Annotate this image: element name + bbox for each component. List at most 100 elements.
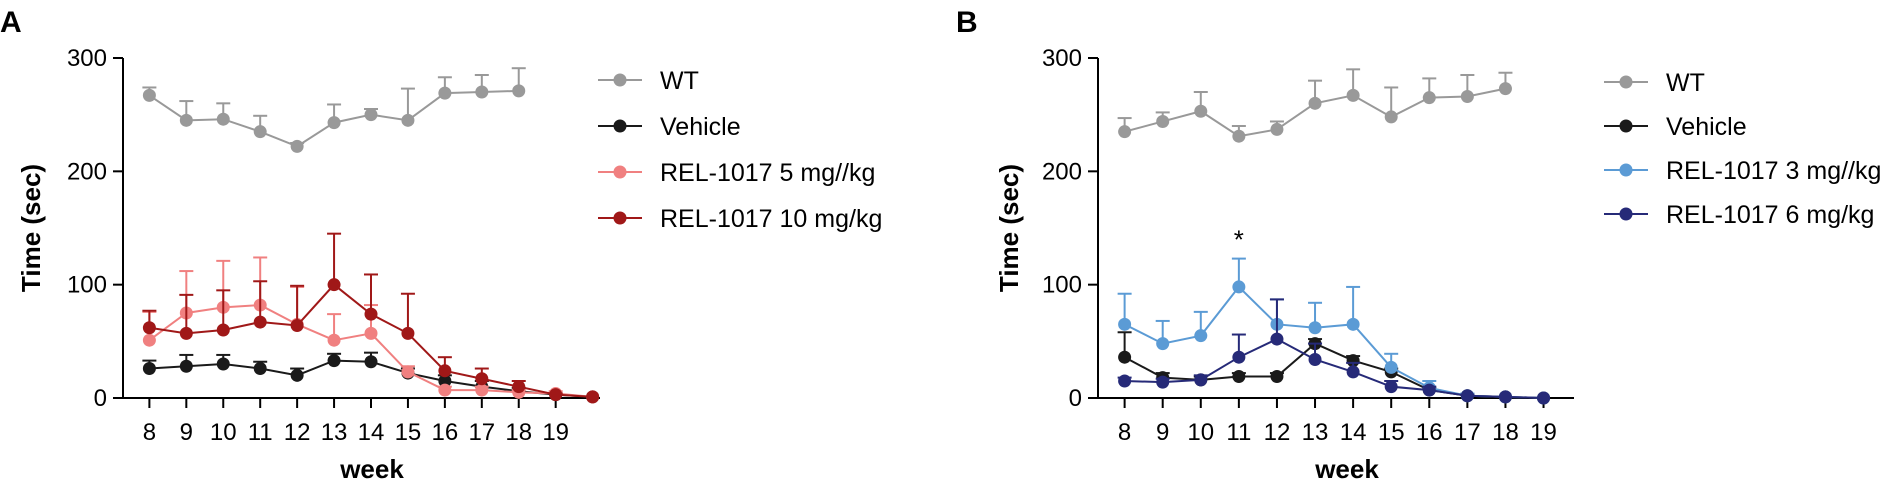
series-line — [1124, 342, 1544, 399]
data-point — [142, 321, 156, 335]
legend-marker — [613, 73, 627, 87]
series-line — [1124, 337, 1544, 399]
x-tick-label: 14 — [358, 419, 385, 446]
data-point — [290, 368, 304, 382]
data-point — [438, 364, 452, 378]
data-point — [1460, 90, 1474, 104]
legend-marker — [613, 119, 627, 133]
x-tick-label: 18 — [1492, 419, 1519, 446]
data-point — [1118, 317, 1132, 331]
x-tick-label: 11 — [248, 419, 273, 446]
panel-label-b: B — [956, 6, 978, 39]
data-point — [401, 113, 415, 127]
data-point — [475, 383, 489, 397]
data-point — [216, 357, 230, 371]
legend-marker — [1619, 207, 1633, 221]
y-tick-label: 100 — [1042, 272, 1082, 299]
data-point — [1270, 332, 1284, 346]
data-point — [364, 307, 378, 321]
x-tick-label: 18 — [505, 419, 532, 446]
legend-label: WT — [660, 67, 699, 95]
data-point — [438, 383, 452, 397]
series-2 — [1117, 257, 1551, 405]
x-tick-label: 17 — [468, 419, 495, 446]
data-point — [179, 359, 193, 373]
x-tick-label: 11 — [1226, 419, 1251, 446]
y-tick-label: 200 — [67, 158, 107, 185]
y-tick-label: 200 — [1042, 158, 1082, 185]
data-point — [1460, 389, 1474, 403]
chart-panel-a: 0 100 200 300 8 9 10 11 12 13 14 15 16 17 18 19 week Time… — [16, 45, 882, 484]
data-point — [1384, 110, 1398, 124]
data-point — [142, 88, 156, 102]
x-tick-label: 9 — [1156, 419, 1169, 446]
data-point — [1156, 375, 1170, 389]
x-axis-title: week — [339, 454, 404, 484]
x-tick-label: 17 — [1454, 419, 1481, 446]
data-point — [1232, 369, 1246, 383]
x-tick-label: 9 — [180, 419, 193, 446]
data-point — [290, 318, 304, 332]
data-point — [475, 372, 489, 386]
legend-marker — [1619, 119, 1633, 133]
data-point — [1118, 374, 1132, 388]
series-1 — [1117, 331, 1551, 405]
data-point — [142, 362, 156, 376]
data-point — [1232, 280, 1246, 294]
legend-marker — [613, 165, 627, 179]
y-tick-label: 300 — [67, 45, 107, 72]
chart-panel-b: 0 100 200 300 8 9 10 11 12 13 14 15 16 17 18 19 week Time… — [994, 45, 1881, 484]
x-tick-label: 13 — [1302, 419, 1329, 446]
data-point — [1194, 373, 1208, 387]
x-tick-label: 12 — [284, 419, 311, 446]
data-point — [1308, 321, 1322, 335]
data-point — [216, 112, 230, 126]
legend-label: REL-1017 10 mg/kg — [660, 205, 882, 233]
x-tick-label: 8 — [143, 419, 156, 446]
data-point — [1232, 129, 1246, 143]
x-tick-label: 15 — [1378, 419, 1405, 446]
y-tick-label: 100 — [67, 272, 107, 299]
x-tick-label: 10 — [210, 419, 237, 446]
data-point — [327, 116, 341, 130]
series-3 — [142, 232, 600, 404]
data-point — [438, 86, 452, 100]
data-point — [1118, 125, 1132, 139]
data-point — [179, 113, 193, 127]
data-point — [1346, 365, 1360, 379]
data-point — [401, 365, 415, 379]
data-point — [1194, 104, 1208, 118]
data-point — [1118, 350, 1132, 364]
data-point — [475, 85, 489, 99]
data-point — [1422, 383, 1436, 397]
legend-label: REL-1017 5 mg//kg — [660, 159, 875, 187]
series-1 — [142, 351, 600, 404]
legend-label: Vehicle — [660, 113, 741, 141]
data-point — [1308, 96, 1322, 110]
data-point — [586, 390, 600, 404]
data-point — [216, 323, 230, 337]
data-point — [364, 326, 378, 340]
data-point — [1232, 350, 1246, 364]
data-point — [1498, 82, 1512, 96]
data-point — [327, 278, 341, 292]
x-axis-title: week — [1314, 454, 1379, 484]
data-point — [438, 374, 452, 388]
data-point — [1270, 369, 1284, 383]
data-point — [290, 139, 304, 153]
data-point — [253, 125, 267, 139]
data-point — [512, 84, 526, 98]
y-tick-label: 0 — [94, 385, 107, 412]
series-0 — [1117, 68, 1513, 143]
data-point — [364, 108, 378, 122]
data-point — [1270, 122, 1284, 136]
y-axis-title: Time (sec) — [994, 164, 1024, 292]
data-point — [253, 315, 267, 329]
data-point — [1156, 337, 1170, 351]
significance-annotation: * — [1234, 224, 1244, 254]
x-tick-label: 10 — [1187, 419, 1214, 446]
legend-marker — [1619, 163, 1633, 177]
x-tick-label: 16 — [432, 419, 459, 446]
y-axis-title: Time (sec) — [16, 164, 46, 292]
